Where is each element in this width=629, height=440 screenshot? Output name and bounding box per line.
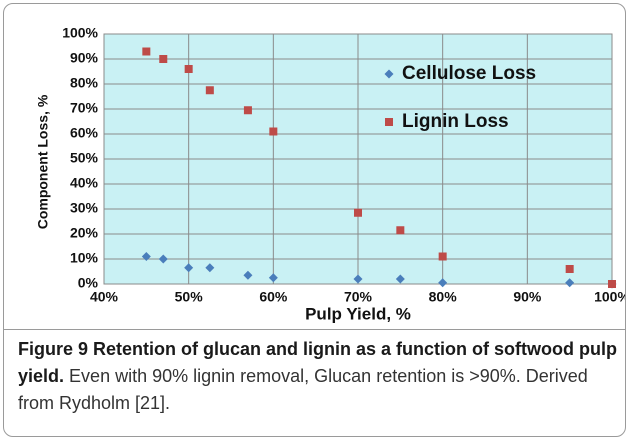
point [565,278,575,288]
point [141,252,151,261]
figure: Component Loss, % Pulp Yield, % 0% 10% 20%… [3,3,626,437]
point [269,127,278,136]
legend-marker [385,118,393,126]
legend-label: Cellulose Loss [402,63,536,84]
y-tick-label: 40% [70,175,99,191]
caption-text: Even with 90% lignin removal, Glucan ret… [18,366,588,413]
x-tick-label: 100% [594,289,625,305]
point [205,86,214,95]
y-tick-label: 0% [78,275,99,291]
y-tick-label: 90% [70,50,99,66]
point [158,254,168,264]
point [438,278,448,288]
y-tick-label: 80% [70,75,99,91]
legend-label: Lignin Loss [402,111,509,132]
point [268,273,278,283]
caption-label: Figure 9 Retention of glucan and lignin … [18,339,617,386]
separator [4,329,625,330]
y-tick-label: 50% [70,150,99,166]
point [243,106,252,115]
y-tick-label: 20% [70,225,99,241]
point [395,274,405,284]
x-axis-label: Pulp Yield, % [305,304,411,323]
chart: Component Loss, % Pulp Yield, % 0% 10% 20%… [35,25,625,324]
point [205,263,215,273]
point [142,47,151,56]
x-tick-label: 40% [90,289,119,305]
point [184,65,193,73]
caption: Figure 9 Retention of glucan and lignin … [18,336,618,417]
point [438,252,447,261]
point [608,280,616,288]
y-tick-label: 60% [70,125,99,141]
x-tick-label: 70% [344,289,373,305]
x-tick-label: 80% [429,289,458,305]
x-tick-label: 50% [175,289,204,305]
legend-marker [384,69,394,79]
y-tick-label: 100% [62,25,98,41]
y-axis-label: Component Loss, % [35,94,51,229]
y-tick-label: 10% [70,250,99,266]
point [354,208,362,217]
point [159,55,168,63]
x-tick-label: 60% [259,289,288,305]
point [184,263,194,273]
point [565,265,574,273]
y-tick-label: 30% [70,200,99,216]
y-tick-label: 70% [70,100,99,116]
x-tick-label: 90% [513,289,542,305]
point [243,270,253,280]
point [396,226,405,235]
point [353,274,363,284]
